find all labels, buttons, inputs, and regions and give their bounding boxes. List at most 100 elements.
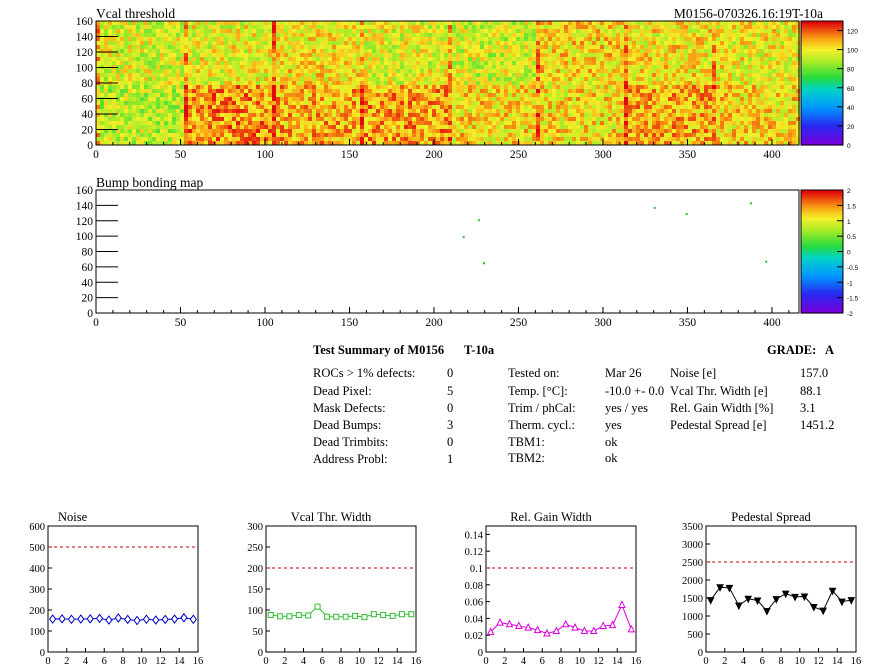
heat-cell [752,77,756,81]
heat-cell [464,61,468,65]
heat-cell [660,129,664,133]
heat-cell [292,125,296,129]
heat-cell [344,65,348,69]
heat-cell [752,29,756,33]
heat-cell [472,69,476,73]
heat-cell [752,33,756,37]
heat-cell [740,97,744,101]
heat-cell [608,21,612,25]
heat-cell [724,77,728,81]
heat-cell [376,97,380,101]
heat-cell [296,101,300,105]
heat-cell [660,97,664,101]
heat-cell [348,129,352,133]
heat-cell [424,101,428,105]
heat-cell [520,105,524,109]
heat-cell [232,89,236,93]
heat-cell [776,77,780,81]
heat-cell [792,69,796,73]
heat-cell [700,25,704,29]
heat-cell [144,73,148,77]
heat-cell [644,81,648,85]
heat-cell [276,129,280,133]
heat-cell [128,61,132,65]
heat-cell [744,33,748,37]
heat-cell [224,129,228,133]
heat-cell [436,117,440,121]
heat-cell [240,49,244,53]
heat-cell [180,77,184,81]
heat-cell [176,89,180,93]
heat-cell [576,77,580,81]
heat-cell [488,113,492,117]
heat-cell [432,29,436,33]
heat-cell [760,21,764,25]
heat-cell [528,73,532,77]
heat-cell [348,133,352,137]
heat-cell [404,81,408,85]
heat-cell [276,21,280,25]
heat-cell [620,109,624,113]
heat-cell [668,129,672,133]
heat-cell [236,21,240,25]
heat-cell [184,93,188,97]
heat-cell [588,65,592,69]
heat-cell [180,69,184,73]
heat-cell [240,89,244,93]
heat-cell [788,97,792,101]
heat-cell [172,117,176,121]
heat-cell [400,65,404,69]
heat-cell [504,41,508,45]
heat-cell [156,61,160,65]
heat-cell [396,93,400,97]
heat-cell [140,53,144,57]
heat-cell [444,77,448,81]
heat-cell [252,45,256,49]
heat-cell [604,81,608,85]
heat-cell [576,85,580,89]
heat-cell [588,37,592,41]
heat-cell [560,65,564,69]
heat-cell [436,113,440,117]
heat-cell [384,33,388,37]
heat-cell [316,37,320,41]
heat-cell [668,105,672,109]
heat-cell [380,33,384,37]
heat-cell [728,81,732,85]
heat-cell [100,57,104,61]
heat-cell [328,117,332,121]
heat-cell [128,45,132,49]
heat-cell [688,25,692,29]
heat-cell [664,29,668,33]
heat-cell [292,29,296,33]
heat-cell [288,101,292,105]
heat-cell [628,109,632,113]
heat-cell [116,117,120,121]
heat-cell [768,49,772,53]
heat-cell [220,49,224,53]
heat-cell [176,45,180,49]
heat-cell [332,101,336,105]
heat-cell [276,61,280,65]
heat-cell [680,117,684,121]
heat-cell [256,129,260,133]
heat-cell [760,25,764,29]
heat-cell [492,37,496,41]
heat-cell [736,125,740,129]
heat-cell [408,69,412,73]
heat-cell [120,93,124,97]
heat-cell [600,49,604,53]
heat-cell [148,21,152,25]
heat-cell [108,41,112,45]
heat-cell [156,33,160,37]
heat-cell [184,29,188,33]
heat-cell [216,89,220,93]
heat-cell [760,85,764,89]
heat-cell [680,89,684,93]
heat-cell [700,81,704,85]
heat-cell [576,69,580,73]
heat-cell [264,113,268,117]
heat-cell [712,45,716,49]
heat-cell [660,53,664,57]
heat-cell [668,37,672,41]
